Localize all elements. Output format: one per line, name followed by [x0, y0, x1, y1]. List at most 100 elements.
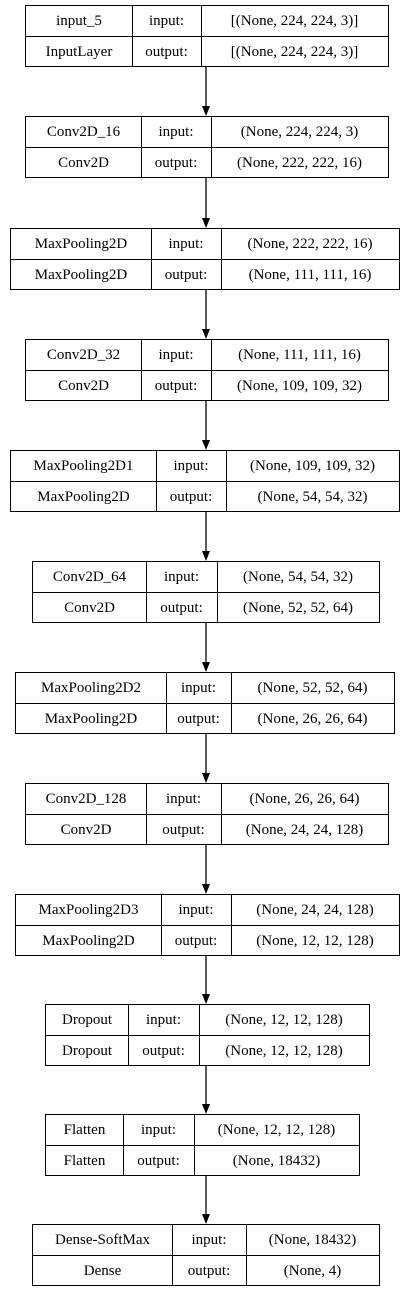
output-label: output:	[142, 1042, 185, 1059]
input-shape: (None, 18432)	[268, 1231, 357, 1248]
input-shape: (None, 109, 109, 32)	[250, 457, 375, 474]
row-divider	[16, 703, 394, 704]
layer-class: MaxPooling2D	[44, 710, 138, 727]
layer-name: Conv2D_16	[46, 123, 121, 140]
arrow-head-icon	[202, 1214, 210, 1224]
input-shape: (None, 224, 224, 3)	[240, 123, 359, 140]
column-divider	[166, 673, 167, 733]
row-divider	[33, 1255, 379, 1256]
column-divider	[211, 340, 212, 400]
input-shape: (None, 111, 111, 16)	[238, 346, 361, 363]
layer-class: Dense	[83, 1262, 122, 1279]
column-divider	[146, 784, 147, 844]
input-label: input:	[140, 1121, 176, 1138]
column-divider	[132, 6, 133, 66]
input-label: input:	[180, 679, 216, 696]
column-divider	[217, 562, 218, 622]
layer-output-row: Dense output: (None, 4)	[33, 1256, 379, 1286]
row-divider	[16, 925, 399, 926]
layer-output-row: Dropout output: (None, 12, 12, 128)	[46, 1036, 369, 1066]
column-divider	[172, 1225, 173, 1285]
input-shape: (None, 54, 54, 32)	[243, 568, 353, 585]
row-divider	[11, 259, 399, 260]
layer-node: Conv2D_32 input: (None, 111, 111, 16) Conv2…	[25, 339, 389, 401]
column-divider	[141, 340, 142, 400]
output-label: output:	[162, 821, 205, 838]
arrow-head-icon	[202, 773, 210, 783]
row-divider	[46, 1145, 359, 1146]
layer-name: Conv2D_32	[46, 346, 121, 363]
layer-input-row: Dropout input: (None, 12, 12, 128)	[46, 1005, 369, 1035]
arrow-head-icon	[202, 994, 210, 1004]
column-divider	[194, 1115, 195, 1175]
row-divider	[26, 370, 388, 371]
layer-node: input_5 input: [(None, 224, 224, 3)] InputL…	[25, 5, 389, 67]
layer-output-row: MaxPooling2D output: (None, 12, 12, 128)	[16, 926, 399, 956]
input-shape: (None, 222, 222, 16)	[247, 235, 373, 252]
column-divider	[151, 229, 152, 289]
row-divider	[26, 814, 388, 815]
layer-name: MaxPooling2D	[34, 235, 128, 252]
layer-class: MaxPooling2D	[34, 266, 128, 283]
column-divider	[141, 117, 142, 177]
output-label: output:	[187, 1262, 231, 1279]
output-label: output:	[174, 932, 218, 949]
layer-input-row: Conv2D_32 input: (None, 111, 111, 16)	[26, 340, 388, 370]
layer-node: MaxPooling2D input: (None, 222, 222, 16) Ma…	[10, 228, 400, 290]
layer-class: Conv2D	[58, 154, 109, 171]
layer-name: MaxPooling2D1	[33, 457, 134, 474]
column-divider	[199, 1005, 200, 1065]
layer-name: MaxPooling2D3	[38, 901, 139, 918]
output-shape: [(None, 224, 224, 3)]	[230, 43, 359, 60]
layer-class: MaxPooling2D	[37, 488, 130, 505]
input-label: input:	[165, 790, 201, 807]
row-divider	[26, 147, 388, 148]
layer-node: Flatten input: (None, 12, 12, 128) Flatten o…	[45, 1114, 360, 1176]
output-shape: (None, 52, 52, 64)	[243, 599, 353, 616]
layer-output-row: Conv2D output: (None, 52, 52, 64)	[33, 593, 379, 623]
column-divider	[221, 229, 222, 289]
layer-output-row: InputLayer output: [(None, 224, 224, 3)]	[26, 37, 388, 67]
column-divider	[201, 6, 202, 66]
output-shape: (None, 18432)	[232, 1152, 321, 1169]
column-divider	[161, 895, 162, 955]
layer-output-row: MaxPooling2D output: (None, 26, 26, 64)	[16, 704, 394, 734]
output-label: output:	[154, 154, 198, 171]
column-divider	[156, 451, 157, 511]
layer-input-row: input_5 input: [(None, 224, 224, 3)]	[26, 6, 388, 36]
layer-output-row: Conv2D output: (None, 222, 222, 16)	[26, 148, 388, 178]
column-divider	[146, 562, 147, 622]
output-label: output:	[145, 43, 188, 60]
input-label: input:	[148, 12, 184, 29]
arrow-head-icon	[202, 1104, 210, 1114]
column-divider	[246, 1225, 247, 1285]
column-divider	[128, 1005, 129, 1065]
output-label: output:	[154, 377, 198, 394]
layer-input-row: Dense-SoftMax input: (None, 18432)	[33, 1225, 379, 1255]
output-label: output:	[137, 1152, 180, 1169]
arrow-head-icon	[202, 106, 210, 116]
layer-input-row: Flatten input: (None, 12, 12, 128)	[46, 1115, 359, 1145]
output-shape: (None, 222, 222, 16)	[237, 154, 362, 171]
arrow-head-icon	[202, 662, 210, 672]
input-label: input:	[158, 346, 194, 363]
layer-node: MaxPooling2D2 input: (None, 52, 52, 64) Max…	[15, 672, 395, 734]
output-shape: (None, 111, 111, 16)	[248, 266, 372, 283]
arrow-head-icon	[202, 329, 210, 339]
output-shape: (None, 26, 26, 64)	[257, 710, 368, 727]
input-label: input:	[178, 901, 214, 918]
layer-input-row: MaxPooling2D1 input: (None, 109, 109, 32)	[11, 451, 399, 481]
input-label: input:	[163, 568, 199, 585]
column-divider	[211, 117, 212, 177]
arrow-head-icon	[202, 218, 210, 228]
input-label: input:	[173, 457, 209, 474]
layer-node: Conv2D_64 input: (None, 54, 54, 32) Conv2D o…	[32, 561, 380, 623]
layer-name: Flatten	[63, 1121, 106, 1138]
input-shape: (None, 52, 52, 64)	[257, 679, 368, 696]
input-label: input:	[168, 235, 204, 252]
output-label: output:	[164, 266, 208, 283]
output-label: output:	[169, 488, 213, 505]
column-divider	[231, 673, 232, 733]
input-label: input:	[158, 123, 194, 140]
layer-input-row: MaxPooling2D3 input: (None, 24, 24, 128)	[16, 895, 399, 925]
